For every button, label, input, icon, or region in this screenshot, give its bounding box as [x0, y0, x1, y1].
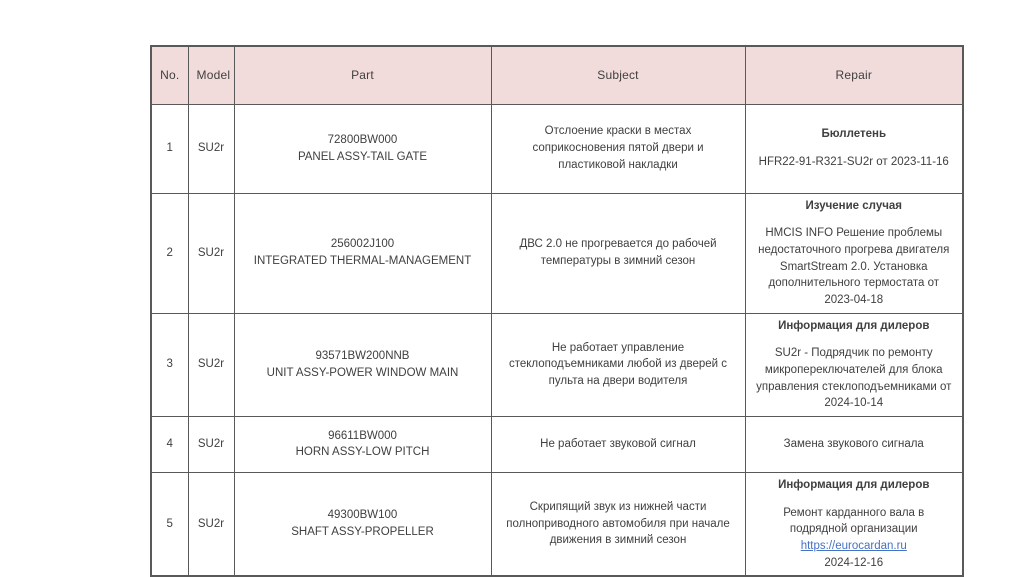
- subject-cell: Отслоение краски в местах соприкосновени…: [490, 103, 746, 194]
- part-cell: 256002J100 INTEGRATED THERMAL-MANAGEMENT: [233, 192, 492, 314]
- repair-title: Изучение случая: [805, 199, 903, 212]
- part-number: 96611BW000: [328, 429, 397, 442]
- table-row: 4 SU2r 96611BW000 HORN ASSY-LOW PITCH Не…: [150, 415, 964, 473]
- repair-body: Ремонт карданного вала в подрядной орган…: [754, 505, 955, 572]
- repair-table: No. Model Part Subject Repair 1 SU2r 728…: [150, 45, 964, 577]
- repair-body: HFR22-91-R321-SU2r от 2023-11-16: [758, 156, 949, 168]
- part-number: 93571BW200NNB: [315, 350, 410, 363]
- subject-cell: ДВС 2.0 не прогревается до рабочей темпе…: [490, 192, 746, 314]
- repair-body: HMCIS INFO Решение проблемы недостаточно…: [758, 227, 950, 306]
- part-cell: 93571BW200NNB UNIT ASSY-POWER WINDOW MAI…: [233, 312, 492, 417]
- subject-cell: Скрипящий звук из нижней части полноприв…: [490, 471, 746, 577]
- header-repair: Repair: [744, 45, 964, 105]
- model-cell: SU2r: [187, 415, 235, 473]
- part-name: SHAFT ASSY-PROPELLER: [291, 526, 434, 539]
- eurocardan-link[interactable]: https://eurocardan.ru: [800, 539, 907, 552]
- table-row: 1 SU2r 72800BW000 PANEL ASSY-TAIL GATE О…: [150, 103, 964, 194]
- header-no: No.: [150, 45, 189, 105]
- subject-cell: Не работает звуковой сигнал: [490, 415, 746, 473]
- table-row: 3 SU2r 93571BW200NNB UNIT ASSY-POWER WIN…: [150, 312, 964, 417]
- table-row: 5 SU2r 49300BW100 SHAFT ASSY-PROPELLER С…: [150, 471, 964, 577]
- model-cell: SU2r: [187, 192, 235, 314]
- repair-body: Замена звукового сигнала: [783, 438, 924, 451]
- repair-cell: Информация для дилеров SU2r - Подрядчик …: [744, 312, 964, 417]
- subject-cell: Не работает управление стеклоподъемникам…: [490, 312, 746, 417]
- part-name: UNIT ASSY-POWER WINDOW MAIN: [266, 366, 459, 379]
- row-number: 3: [150, 312, 189, 417]
- row-number: 1: [150, 103, 189, 194]
- part-name: INTEGRATED THERMAL-MANAGEMENT: [253, 255, 472, 268]
- header-part: Part: [233, 45, 492, 105]
- row-number: 5: [150, 471, 189, 577]
- repair-body-text: Ремонт карданного вала в подрядной орган…: [783, 506, 925, 536]
- repair-date: 2024-12-16: [824, 556, 884, 569]
- repair-cell: Информация для дилеров Ремонт карданного…: [744, 471, 964, 577]
- table-row: 2 SU2r 256002J100 INTEGRATED THERMAL-MAN…: [150, 192, 964, 314]
- row-number: 2: [150, 192, 189, 314]
- part-number: 49300BW100: [327, 509, 398, 522]
- repair-cell: Замена звукового сигнала: [744, 415, 964, 473]
- part-number: 256002J100: [330, 238, 395, 251]
- row-number: 4: [150, 415, 189, 473]
- header-subject: Subject: [490, 45, 746, 105]
- part-name: PANEL ASSY-TAIL GATE: [297, 150, 428, 163]
- model-cell: SU2r: [187, 103, 235, 194]
- model-cell: SU2r: [187, 312, 235, 417]
- header-model: Model: [187, 45, 235, 105]
- part-number: 72800BW000: [327, 133, 398, 146]
- part-cell: 72800BW000 PANEL ASSY-TAIL GATE: [233, 103, 492, 194]
- part-name: HORN ASSY-LOW PITCH: [295, 446, 430, 459]
- part-cell: 96611BW000 HORN ASSY-LOW PITCH: [233, 415, 492, 473]
- repair-title: Информация для дилеров: [778, 478, 930, 491]
- repair-cell: Изучение случая HMCIS INFO Решение пробл…: [744, 192, 964, 314]
- model-cell: SU2r: [187, 471, 235, 577]
- repair-title: Бюллетень: [821, 128, 887, 141]
- repair-cell: Бюллетень HFR22-91-R321-SU2r от 2023-11-…: [744, 103, 964, 194]
- repair-title: Информация для дилеров: [778, 319, 930, 332]
- repair-body: SU2r - Подрядчик по ремонту микропереклю…: [756, 347, 952, 410]
- part-cell: 49300BW100 SHAFT ASSY-PROPELLER: [233, 471, 492, 577]
- table-header-row: No. Model Part Subject Repair: [150, 45, 964, 105]
